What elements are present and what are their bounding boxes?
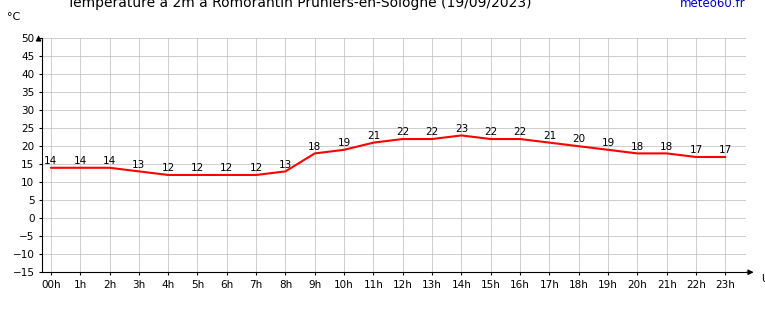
Text: 17: 17 [719, 145, 732, 155]
Text: 12: 12 [161, 163, 174, 173]
Text: 21: 21 [367, 131, 380, 141]
Text: 12: 12 [220, 163, 233, 173]
Text: 19: 19 [601, 138, 614, 148]
Text: 13: 13 [279, 160, 292, 170]
Text: 22: 22 [425, 127, 438, 137]
Text: 14: 14 [44, 156, 57, 166]
Text: 12: 12 [249, 163, 262, 173]
Text: 14: 14 [103, 156, 116, 166]
Text: 22: 22 [484, 127, 497, 137]
Text: 23: 23 [455, 124, 468, 134]
Text: 18: 18 [631, 142, 644, 152]
Text: 22: 22 [513, 127, 526, 137]
Text: meteo60.fr: meteo60.fr [680, 0, 746, 10]
Text: 14: 14 [73, 156, 86, 166]
Text: 21: 21 [543, 131, 556, 141]
Text: 19: 19 [337, 138, 350, 148]
Text: 22: 22 [396, 127, 409, 137]
Text: 18: 18 [308, 142, 321, 152]
Text: Température à 2m à Romorantin Pruniers-en-Sologne (19/09/2023): Température à 2m à Romorantin Pruniers-e… [67, 0, 531, 10]
Text: 17: 17 [689, 145, 702, 155]
Text: 13: 13 [132, 160, 145, 170]
Text: UTC: UTC [761, 274, 765, 284]
Text: 12: 12 [191, 163, 204, 173]
Text: 20: 20 [572, 134, 585, 144]
Text: 18: 18 [660, 142, 673, 152]
Text: °C: °C [8, 12, 21, 22]
